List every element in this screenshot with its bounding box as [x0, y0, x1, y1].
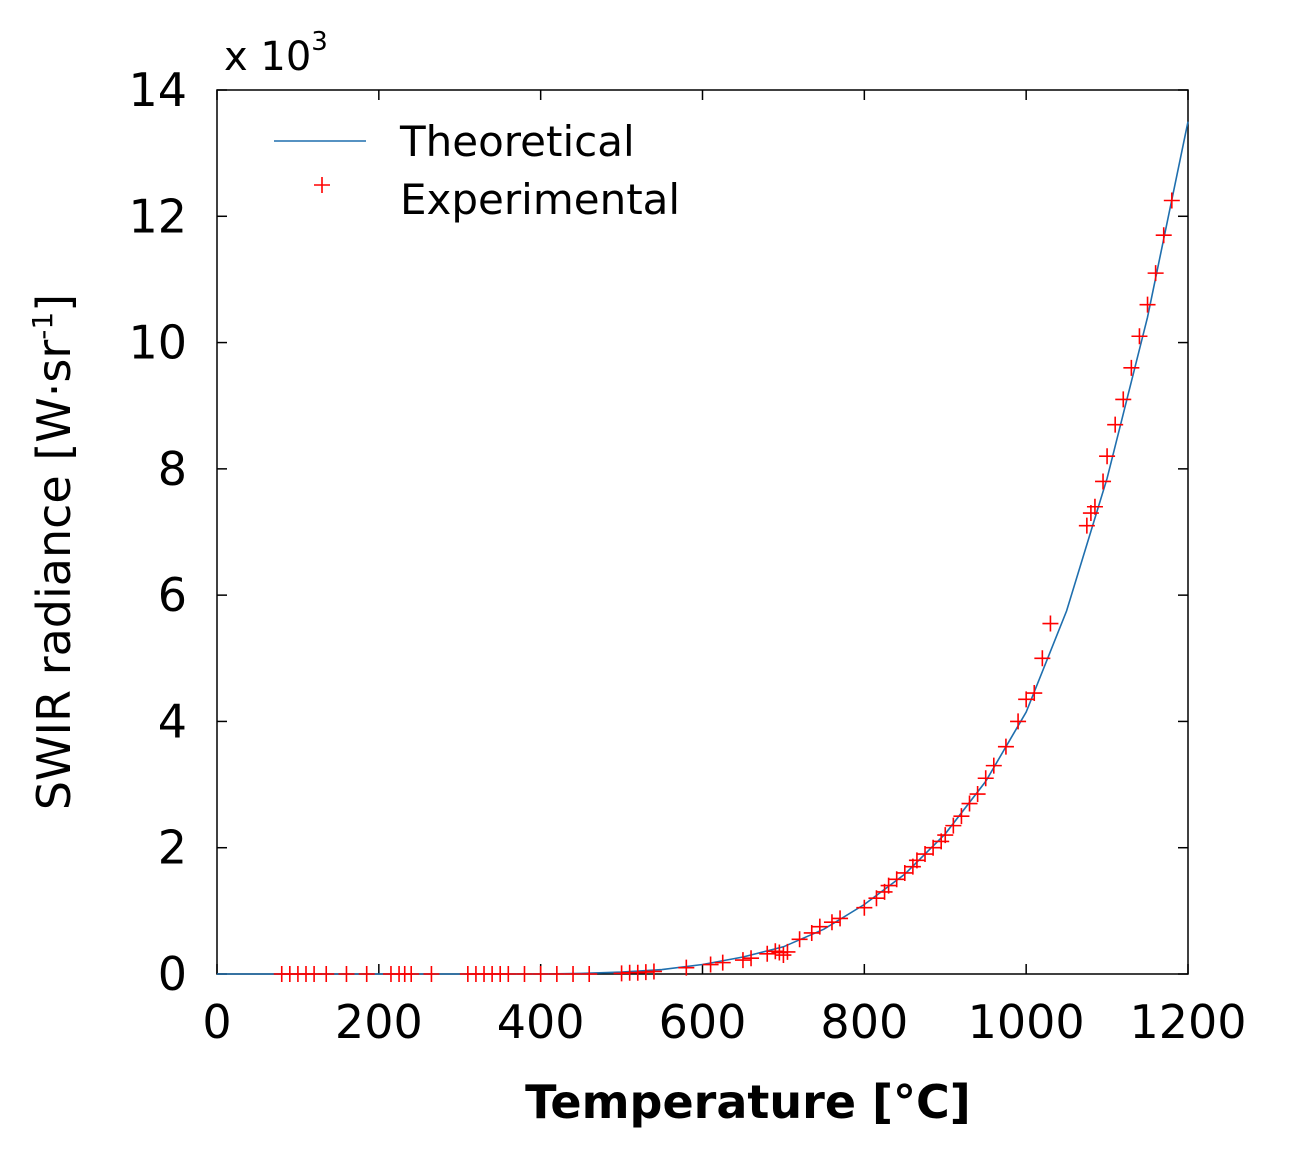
experimental-point: [645, 963, 662, 980]
experimental-point: [925, 839, 942, 856]
experimental-point: [1026, 685, 1043, 702]
experimental-point: [876, 883, 893, 900]
y-axis-ticks: 0 2 4 6 8 10 12 14: [128, 63, 1188, 1001]
experimental-point: [868, 890, 885, 907]
plot-frame: [216, 89, 1189, 975]
experimental-point: [423, 966, 440, 982]
x-tick-label: 800: [820, 995, 908, 1049]
experimental-point: [945, 817, 962, 834]
experimental-point: [403, 966, 420, 982]
experimental-point: [678, 959, 695, 976]
experimental-point: [1147, 265, 1164, 282]
experimental-point: [1107, 416, 1124, 433]
y-axis-title-sup: -1: [26, 312, 59, 340]
experimental-point: [908, 852, 925, 869]
theoretical-series-line: [217, 121, 1189, 975]
experimental-point: [702, 956, 719, 973]
x-tick-label: 400: [497, 995, 585, 1049]
y-tick-label: 4: [158, 694, 187, 748]
legend-theoretical-label: Theoretical: [399, 117, 635, 166]
legend-experimental-swatch: [314, 177, 330, 193]
y-tick-label: 8: [158, 442, 187, 496]
experimental-point: [832, 910, 849, 927]
y-axis-title-close: ]: [27, 294, 81, 312]
x-tick-label: 1000: [968, 995, 1085, 1049]
experimental-point: [937, 827, 954, 844]
experimental-point: [734, 952, 751, 969]
experimental-point: [1010, 713, 1027, 730]
experimental-point: [811, 918, 828, 935]
experimental-point: [961, 795, 978, 812]
y-axis-multiplier: x 103: [224, 27, 328, 80]
experimental-point: [581, 966, 598, 982]
experimental-point: [779, 943, 796, 960]
y-tick-label: 14: [128, 63, 187, 117]
experimental-point: [985, 757, 1002, 774]
x-axis-title: Temperature [°C]: [525, 1075, 971, 1129]
y-tick-label: 6: [158, 568, 187, 622]
experimental-point: [997, 738, 1014, 755]
experimental-point: [791, 931, 808, 948]
experimental-point: [1099, 448, 1116, 465]
y-tick-label: 0: [158, 947, 187, 1001]
experimental-point: [358, 966, 375, 982]
x-tick-label: 600: [659, 995, 747, 1049]
experimental-point: [953, 808, 970, 825]
experimental-point: [318, 966, 335, 982]
y-multiplier-exponent: 3: [311, 27, 328, 57]
experimental-point: [1086, 498, 1103, 515]
experimental-point: [803, 924, 820, 941]
experimental-point: [338, 966, 355, 982]
experimental-point: [1139, 296, 1156, 313]
x-axis-ticks: 0 200 400 600 800 1000 1200: [202, 90, 1247, 1049]
experimental-point: [516, 966, 533, 982]
experimental-point: [933, 833, 950, 850]
y-tick-label: 10: [128, 316, 187, 370]
experimental-point: [856, 899, 873, 916]
experimental-point: [888, 871, 905, 888]
experimental-point: [565, 966, 582, 982]
experimental-point: [1131, 328, 1148, 345]
experimental-point: [1155, 227, 1172, 244]
experimental-point: [896, 864, 913, 881]
plot-area: [217, 121, 1189, 982]
experimental-point: [1123, 359, 1140, 376]
experimental-point: [1095, 473, 1112, 490]
legend-experimental-marker: [314, 177, 330, 193]
experimental-point: [1115, 391, 1132, 408]
legend: Theoretical Experimental: [274, 117, 680, 224]
x-tick-label: 1200: [1129, 995, 1246, 1049]
x-tick-label: 0: [202, 995, 231, 1049]
experimental-point: [1034, 650, 1051, 667]
experimental-point: [1163, 192, 1180, 209]
experimental-point: [743, 950, 760, 967]
experimental-point: [1018, 691, 1035, 708]
experimental-point: [904, 858, 921, 875]
experimental-point: [977, 770, 994, 787]
x-tick-label: 200: [335, 995, 423, 1049]
experimental-point: [1078, 517, 1095, 534]
y-axis-title: SWIR radiance [W·sr-1]: [26, 294, 81, 810]
experimental-point: [500, 966, 517, 982]
experimental-point: [759, 945, 776, 962]
legend-experimental-label: Experimental: [400, 175, 680, 224]
y-axis-title-main: SWIR radiance [W·sr: [27, 340, 81, 810]
experimental-point: [823, 914, 840, 931]
experimental-point: [1082, 505, 1099, 522]
experimental-point: [714, 954, 731, 971]
y-tick-label: 12: [128, 189, 187, 243]
experimental-point: [532, 966, 549, 982]
experimental-series-markers: [273, 192, 1180, 982]
experimental-point: [1042, 615, 1059, 632]
y-tick-label: 2: [158, 821, 187, 875]
experimental-point: [969, 786, 986, 803]
experimental-point: [775, 947, 792, 964]
y-multiplier-base: x 10: [224, 34, 311, 80]
experimental-point: [880, 877, 897, 894]
experimental-point: [548, 966, 565, 982]
experimental-point: [917, 846, 934, 863]
